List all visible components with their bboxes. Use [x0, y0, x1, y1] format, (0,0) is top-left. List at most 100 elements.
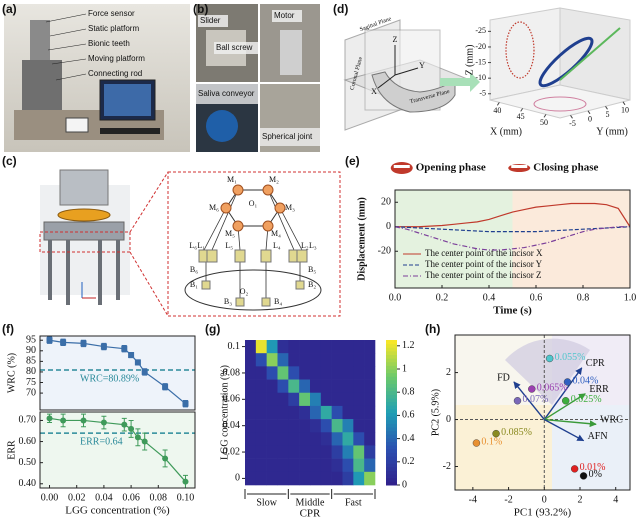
link-block: [260, 249, 272, 263]
heat-cell: [266, 353, 278, 367]
photo-label: Ball screw: [216, 43, 253, 52]
colorbar-tick-label: 1.2: [402, 340, 415, 351]
reference-label: ERR=0.64: [80, 436, 123, 447]
heat-cell: [331, 353, 343, 367]
y-axis-label: PC2 (5.9%): [430, 389, 441, 436]
heat-cell: [245, 405, 257, 420]
base-label: B₆: [190, 265, 198, 274]
heat-cell: [331, 392, 343, 407]
heat-cell: [266, 432, 278, 446]
heat-cell: [353, 340, 365, 354]
axis-letter: Z: [393, 35, 398, 44]
y-tick-label: 95: [26, 335, 36, 346]
joint: [262, 184, 274, 196]
loading-vector: [543, 418, 585, 442]
heat-cell: [299, 458, 311, 473]
heat-cell: [255, 471, 267, 486]
y-axis-label: ERR: [6, 440, 17, 460]
heat-cell: [299, 432, 311, 446]
x-tick-label: 0.8: [577, 292, 590, 303]
heat-cell: [364, 392, 376, 407]
score-point: [472, 439, 481, 447]
heat-cell: [277, 379, 289, 394]
y-tick-label: 0.08: [223, 367, 241, 378]
joint-label: M₂: [269, 175, 279, 184]
back-pane: [489, 7, 561, 101]
x-tick-label: 40: [493, 106, 501, 115]
colorbar-step: [386, 379, 397, 384]
legend-label: The center point of the incisor Z: [425, 270, 541, 280]
data-point: [121, 421, 128, 428]
axis-letter: X: [371, 87, 377, 96]
vector-label: ERR: [589, 384, 609, 395]
origin-label: O₂: [240, 287, 249, 296]
photo-label: Motor: [274, 11, 295, 20]
heat-cell: [342, 379, 354, 394]
quadrant: [455, 405, 552, 490]
heat-cell: [288, 458, 300, 473]
heat-cell: [255, 379, 267, 394]
point-label: 0.1%: [481, 436, 502, 447]
colorbar-step: [386, 427, 397, 432]
heat-cell: [310, 340, 322, 354]
heat-cell: [255, 353, 267, 367]
heat-cell: [320, 445, 332, 459]
joint-label: M₅: [225, 229, 235, 238]
heat-cell: [364, 405, 376, 420]
heat-cell: [364, 419, 376, 433]
heat-cell: [277, 445, 289, 459]
loading-vector: [544, 418, 597, 428]
x-tick: [543, 114, 547, 118]
heat-cell: [277, 405, 289, 420]
x-tick-label: 0.02: [68, 492, 86, 503]
data-point: [46, 337, 53, 344]
heat-cell: [310, 471, 322, 486]
x-tick-label: 1.0: [624, 292, 637, 303]
colorbar-step: [386, 437, 397, 442]
heat-cell: [310, 419, 322, 433]
projection-yz: [559, 27, 621, 81]
z-tick-label: -20: [475, 42, 486, 51]
machine-frame: [22, 60, 62, 110]
keyboard: [100, 128, 160, 134]
motor-body: [280, 30, 302, 75]
y-tick-label: 0.40: [19, 478, 37, 489]
data-point: [80, 417, 87, 424]
colorbar-step: [386, 416, 397, 421]
colorbar-step: [386, 358, 397, 363]
data-point: [60, 339, 67, 346]
bionic-teeth: [57, 208, 111, 222]
data-point: [128, 425, 135, 432]
point-label: 0.01%: [580, 462, 606, 473]
diagram-c: [39, 169, 341, 317]
y-tick: [587, 110, 591, 115]
heat-cell: [320, 419, 332, 433]
panel-label: (d): [333, 2, 348, 16]
colorbar-step: [386, 463, 397, 468]
y-tick-label: 0.02: [223, 446, 241, 457]
score-point: [545, 354, 554, 363]
heat-cell: [299, 419, 311, 433]
heat-cell: [331, 366, 343, 380]
colorbar-tick-label: 1: [402, 363, 407, 374]
colorbar-step: [386, 412, 397, 417]
y-tick-label: 85: [26, 356, 36, 367]
heat-cell: [342, 340, 354, 354]
heat-cell: [245, 458, 257, 473]
point-label: 0%: [589, 469, 602, 480]
heat-cell: [331, 340, 343, 354]
heat-cell: [342, 419, 354, 433]
legend-label: The center point of the incisor Y: [425, 259, 543, 269]
leg-lines: [203, 189, 303, 300]
point-label: 0.065%: [537, 382, 568, 393]
x-tick-label: 0: [542, 494, 547, 505]
heat-cell: [266, 366, 278, 380]
heat-cell: [353, 445, 365, 459]
heat-cell: [245, 366, 257, 380]
diagram-d: [343, 7, 631, 131]
base-label: B₄: [274, 297, 282, 306]
robot-legs: [48, 240, 120, 305]
link-label: L₄: [273, 241, 281, 250]
data-point: [134, 359, 141, 366]
heat-cell: [288, 471, 300, 486]
